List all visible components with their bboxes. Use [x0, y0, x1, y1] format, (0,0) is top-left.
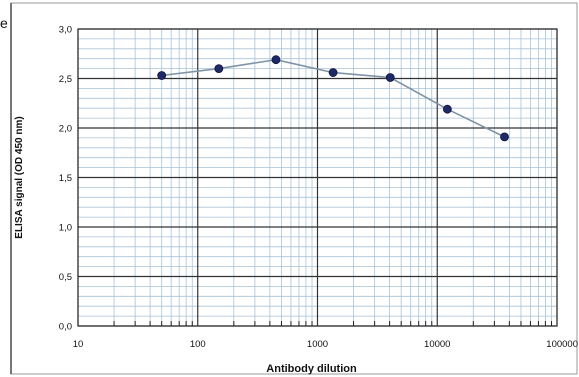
data-point [157, 71, 167, 80]
data-point [442, 104, 452, 114]
x-tick-label: 100000 [546, 339, 578, 350]
x-minor-ticks [113, 321, 553, 326]
y-tick-label: 0,0 [59, 322, 72, 333]
series-layer [157, 55, 509, 142]
y-tick-label: 3,0 [59, 25, 72, 36]
y-tick-label: 1,5 [59, 173, 72, 184]
y-tick-label: 2,5 [59, 74, 72, 85]
data-point [214, 64, 224, 73]
y-tick-label: 1,0 [59, 223, 72, 234]
x-tick-label: 10000 [424, 339, 450, 350]
x-tick-label: 10 [73, 339, 84, 350]
x-axis-label: Antibody dilution [266, 363, 357, 375]
y-tick-label: 0,5 [59, 272, 72, 283]
data-point [271, 55, 281, 65]
x-tick-labels: 10 100 1000 10000 100000 [73, 339, 578, 350]
data-point [328, 68, 338, 77]
edge-letter: e [0, 15, 8, 31]
y-axis-label: ELISA signal (OD 450 nm) [14, 116, 25, 238]
x-tick-label: 100 [190, 339, 206, 350]
plot-border [77, 28, 558, 327]
y-tick-label: 2,0 [59, 124, 72, 135]
data-point [385, 73, 395, 82]
y-tick-labels: 0,0 0,5 1,0 1,5 2,0 2,5 3,0 [59, 25, 72, 333]
x-tick-label: 1000 [307, 339, 328, 350]
data-point [500, 132, 509, 142]
